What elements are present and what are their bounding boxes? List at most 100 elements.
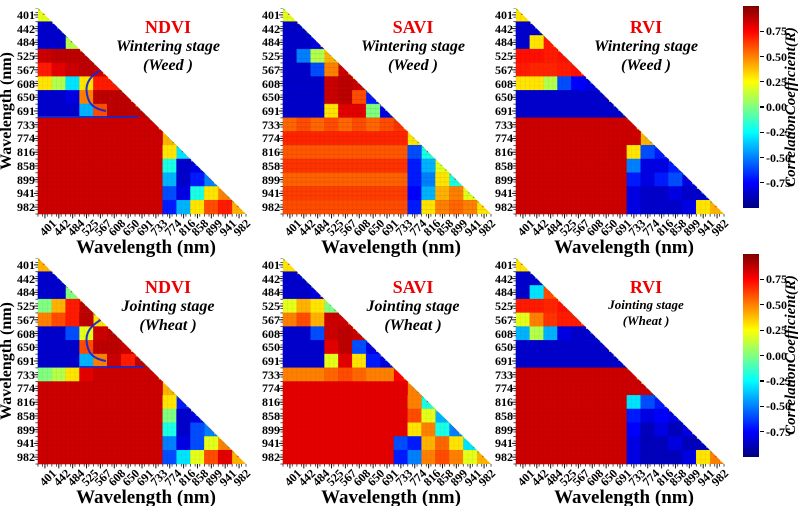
y-tick-label: 567 [495, 312, 513, 327]
y-tick-label: 484 [495, 35, 513, 50]
y-tick-label: 608 [17, 76, 35, 91]
y-tick-label: 608 [495, 76, 513, 91]
panel-index-name: RVI [629, 277, 663, 297]
colorbar-axis-label: CorrelationCoefficient(R) [783, 27, 799, 187]
y-tick-label: 401 [17, 257, 35, 272]
panel-index-name: SAVI [392, 17, 434, 37]
y-tick-label: 401 [262, 7, 280, 22]
y-tick-label: 608 [262, 326, 280, 341]
y-tick-label: 650 [17, 90, 35, 105]
y-tick-label: 650 [262, 340, 280, 355]
panel-stage-label: Jointing stage [121, 298, 215, 315]
colorbar-tick-mark [760, 131, 764, 133]
colorbar-tick-label: 0.75 [766, 24, 787, 39]
y-tick-label: 733 [17, 367, 35, 382]
y-tick-label: 567 [262, 312, 280, 327]
y-tick-label: 442 [17, 271, 35, 286]
x-axis-title: Wavelength (nm) [76, 487, 216, 506]
colorbar-tick-mark [760, 431, 764, 433]
colorbar-gradient [743, 6, 759, 208]
y-tick-label: 733 [495, 117, 513, 132]
y-tick-label: 567 [262, 62, 280, 77]
panel-title-rvi-jointing: RVI Jointing stage (Wheat ) [551, 277, 741, 329]
y-tick-label: 774 [17, 131, 35, 146]
y-tick-label: 941 [17, 186, 35, 201]
y-tick-label: 401 [495, 257, 513, 272]
panel-index-name: SAVI [392, 277, 434, 297]
y-tick-label: 567 [17, 312, 35, 327]
panel-title-savi-wintering: SAVI Wintering stage (Weed ) [318, 17, 508, 75]
y-tick-label: 733 [17, 117, 35, 132]
y-tick-label: 733 [262, 117, 280, 132]
y-tick-label: 899 [17, 172, 35, 187]
panel-stage-label: Wintering stage [361, 38, 465, 55]
y-tick-label: 484 [17, 35, 35, 50]
colorbar-tick-label: -0.50 [766, 399, 791, 414]
y-tick-label: 650 [262, 90, 280, 105]
panel-crop-label: (Weed ) [621, 57, 671, 74]
panel-crop-label: (Weed ) [143, 57, 193, 74]
colorbar-gradient [743, 254, 759, 457]
colorbar-tick-mark [760, 106, 764, 108]
panel-crop-label: (Weed ) [388, 57, 438, 74]
colorbar-tick-label: 0.25 [766, 74, 787, 89]
y-tick-label: 691 [17, 104, 35, 118]
y-tick-label: 608 [495, 326, 513, 341]
panel-stage-label: Jointing stage [608, 297, 684, 312]
y-tick-label: 401 [495, 7, 513, 22]
panel-index-name: NDVI [144, 277, 191, 297]
colorbar-tick-mark [760, 304, 764, 306]
x-axis-title: Wavelength (nm) [554, 237, 694, 258]
colorbar-row1: 0.75 0.50 0.25 0.00 -0.25 -0.50 -0.75 Correlat… [743, 6, 800, 208]
colorbar-tick-mark [760, 30, 764, 32]
y-tick-label: 442 [262, 271, 280, 286]
colorbar-tick-mark [760, 329, 764, 331]
y-tick-label: 816 [262, 145, 280, 160]
colorbar-tick-mark [760, 278, 764, 281]
y-tick-label: 691 [495, 354, 513, 368]
y-tick-label: 982 [495, 200, 513, 215]
colorbar-tick-label: -0.25 [766, 125, 791, 140]
y-tick-label: 941 [262, 436, 280, 451]
y-tick-label: 401 [17, 7, 35, 22]
colorbar-tick-label: 0.50 [766, 49, 787, 64]
y-tick-label: 650 [495, 90, 513, 105]
y-tick-label: 858 [495, 408, 513, 423]
y-tick-label: 899 [262, 172, 280, 187]
y-tick-label: 691 [262, 104, 280, 118]
y-tick-label: 442 [17, 21, 35, 36]
y-tick-label: 941 [17, 436, 35, 451]
y-tick-label: 525 [17, 49, 35, 64]
y-tick-label: 608 [17, 326, 35, 341]
y-tick-label: 567 [495, 62, 513, 77]
colorbar-tick-mark [760, 182, 764, 184]
y-tick-label: 650 [17, 340, 35, 355]
y-tick-label: 774 [262, 131, 280, 146]
y-tick-label: 774 [495, 381, 513, 396]
x-axis-title: Wavelength (nm) [321, 237, 461, 258]
colorbar-tick-label: 0.75 [766, 272, 787, 287]
y-tick-label: 484 [17, 285, 35, 300]
y-tick-label: 484 [262, 285, 280, 300]
y-tick-label: 858 [17, 158, 35, 173]
y-tick-label: 650 [495, 340, 513, 355]
heatmap-savi-wintering [277, 8, 493, 222]
panel-stage-label: Wintering stage [116, 38, 220, 55]
y-tick-label: 941 [495, 186, 513, 201]
panel-title-ndvi-wintering: NDVI Wintering stage (Weed ) [73, 17, 263, 75]
y-tick-label: 899 [17, 422, 35, 437]
y-tick-label: 816 [495, 145, 513, 160]
panel-title-savi-jointing: SAVI Jointing stage (Wheat ) [318, 277, 508, 335]
panel-stage-label: Jointing stage [366, 298, 460, 315]
heatmap-ndvi-jointing [32, 258, 248, 472]
heatmap-rvi-jointing [510, 258, 726, 472]
y-tick-label: 941 [262, 186, 280, 201]
panel-crop-label: (Wheat ) [384, 317, 442, 334]
y-tick-label: 982 [262, 200, 280, 215]
colorbar-tick-label: -0.50 [766, 150, 791, 165]
y-tick-label: 982 [262, 450, 280, 465]
y-tick-label: 525 [495, 299, 513, 314]
y-tick-label: 442 [495, 21, 513, 36]
y-tick-label: 525 [262, 49, 280, 64]
y-tick-label: 982 [17, 450, 35, 465]
